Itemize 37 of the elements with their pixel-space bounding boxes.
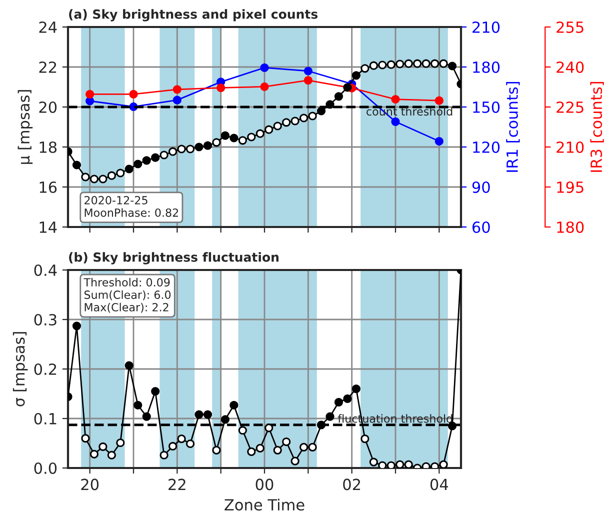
- y2-axis-title: IR1 [counts]: [506, 82, 520, 172]
- y2-tick-label: 120: [473, 141, 500, 154]
- y-tick-label: 0.3: [34, 314, 56, 326]
- chart-title: (a) Sky brightness and pixel counts: [69, 9, 318, 22]
- x-tick-label: 02: [343, 478, 360, 490]
- y3-tick-label: 180: [557, 221, 584, 234]
- y3-tick-label: 240: [556, 61, 584, 74]
- x-tick-label: 20: [81, 478, 99, 490]
- y-axis-title: μ [mpsas]: [18, 90, 33, 164]
- x-tick-label: 00: [256, 478, 274, 490]
- y-tick-label: 20: [39, 101, 57, 114]
- x-tick-label: 22: [168, 478, 186, 490]
- y-axis-title: σ [mpsas]: [12, 332, 28, 406]
- y-tick-label: 22: [39, 61, 56, 73]
- y-tick-label: 0.1: [34, 412, 56, 425]
- y-tick-label: 16: [40, 181, 57, 194]
- y3-tick-label: 210: [556, 141, 584, 154]
- y2-tick-label: 90: [472, 181, 490, 194]
- y-tick-label: 24: [39, 21, 57, 33]
- annotation: Threshold: 0.09 Sum(Clear): 6.0 Max(Clear): 2.2: [84, 278, 171, 313]
- y2-tick-label: 210: [472, 21, 500, 34]
- y-tick-label: 18: [40, 141, 57, 154]
- y-tick-label: 0.2: [34, 363, 56, 376]
- y3-tick-label: 255: [556, 21, 584, 34]
- chart-title: (b) Sky brightness fluctuation: [69, 252, 278, 264]
- y2-tick-label: 150: [473, 101, 500, 114]
- y3-axis-title: IR3 [counts]: [590, 82, 604, 172]
- x-tick-label: 04: [430, 478, 448, 490]
- y-tick-label: 0.4: [34, 264, 57, 276]
- y2-tick-label: 180: [473, 61, 500, 74]
- y3-tick-label: 225: [556, 101, 584, 114]
- y-tick-label: 14: [40, 222, 57, 233]
- y3-tick-label: 195: [557, 181, 584, 194]
- annotation: 2020-12-25 MoonPhase: 0.82: [84, 196, 178, 217]
- x-axis-title: Zone Time: [224, 498, 304, 511]
- y2-tick-label: 60: [472, 221, 490, 234]
- y-tick-label: 0.0: [34, 462, 57, 474]
